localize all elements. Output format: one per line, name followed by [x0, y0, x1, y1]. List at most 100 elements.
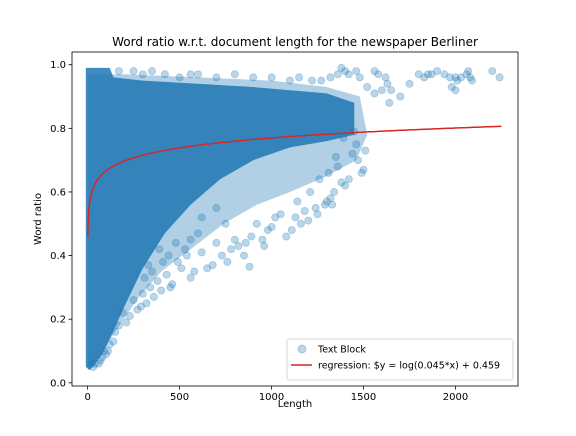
scatter-point: [181, 245, 190, 254]
regression-series: [87, 125, 502, 237]
x-tick-label: 2000: [443, 392, 468, 403]
scatter-point: [168, 280, 177, 289]
scatter-point: [166, 283, 175, 292]
scatter-point: [456, 73, 465, 82]
scatter-point: [230, 70, 239, 79]
scatter-point: [147, 67, 156, 76]
scatter-point: [352, 67, 361, 76]
scatter-point: [129, 67, 138, 76]
scatter-point: [291, 213, 300, 222]
scatter-point: [96, 356, 105, 365]
scatter-point: [387, 86, 396, 95]
scatter-point: [322, 197, 331, 206]
scatter-point: [249, 73, 258, 82]
scatter-point: [89, 362, 98, 371]
scatter-point: [133, 305, 142, 314]
scatter-point: [111, 327, 120, 336]
plot-frame: [71, 51, 519, 387]
scatter-point: [105, 340, 114, 349]
scatter-point: [405, 79, 414, 88]
y-axis-label: Word ratio: [33, 193, 44, 245]
scatter-point: [100, 346, 109, 355]
scatter-point: [267, 73, 276, 82]
scatter-point: [333, 162, 342, 171]
scatter-point: [328, 200, 337, 209]
scatter-point: [221, 219, 230, 228]
scatter-point: [186, 235, 195, 244]
scatter-point: [212, 203, 221, 212]
scatter-point: [348, 149, 357, 158]
scatter-point: [182, 251, 191, 260]
scatter-point: [186, 70, 195, 79]
scatter-point: [295, 73, 304, 82]
scatter-point: [177, 264, 186, 273]
scatter-point: [144, 261, 153, 270]
regression-line-path: [87, 125, 502, 237]
legend-label-text-block: Text Block: [317, 345, 366, 356]
y-tick-label: 0.4: [50, 251, 66, 262]
scatter-point: [287, 226, 296, 235]
scatter-point: [171, 238, 180, 247]
scatter-point: [317, 76, 326, 85]
scatter-point: [252, 219, 261, 228]
scatter-point: [153, 276, 162, 285]
scatter-series-text-block: [87, 63, 504, 371]
x-axis-label: Length: [278, 399, 313, 410]
scatter-point: [245, 262, 254, 271]
scatter-point: [326, 73, 335, 82]
scatter-point: [190, 267, 199, 276]
scatter-point: [377, 86, 386, 95]
scatter-point: [158, 257, 167, 266]
scatter-point: [383, 79, 392, 88]
legend-box: [286, 338, 514, 381]
scatter-point: [227, 245, 236, 254]
scatter-point: [149, 292, 158, 301]
scatter-point: [466, 73, 475, 82]
scatter-point: [374, 70, 383, 79]
scatter-point: [282, 232, 291, 241]
scatter-point: [495, 73, 504, 82]
scatter-point: [223, 257, 232, 266]
scatter-point: [337, 178, 346, 187]
scatter-point: [98, 353, 107, 362]
scatter-point: [162, 270, 171, 279]
scatter-point: [208, 261, 217, 270]
scatter-point: [447, 83, 456, 92]
scatter-point: [197, 248, 206, 257]
scatter-point: [114, 67, 123, 76]
legend: Text Block regression: $y = log(0.045*x)…: [286, 338, 514, 381]
scatter-point: [271, 213, 280, 222]
scatter-point: [160, 70, 169, 79]
scatter-point: [433, 67, 442, 76]
scatter-point: [306, 187, 315, 196]
scatter-point: [247, 232, 256, 241]
scatter-point: [142, 299, 151, 308]
scatter-point: [445, 73, 454, 82]
scatter-point: [258, 235, 267, 244]
scatter-point: [155, 245, 164, 254]
scatter-point: [138, 289, 147, 298]
scatter-point: [464, 67, 473, 76]
scatter-point: [146, 283, 155, 292]
scatter-point: [203, 264, 212, 273]
scatter-point: [370, 67, 379, 76]
scatter-point: [355, 73, 364, 82]
scatter-point: [285, 76, 294, 85]
legend-label-regression: regression: $y = log(0.045*x) + 0.459: [318, 361, 500, 372]
scatter-point: [122, 318, 131, 327]
x-tick-label: 1000: [259, 392, 284, 403]
scatter-point: [313, 210, 322, 219]
scatter-point: [239, 251, 248, 260]
scatter-point: [147, 267, 156, 276]
x-tick-label: 1500: [351, 392, 376, 403]
scatter-point: [109, 337, 118, 346]
scatter-point: [359, 165, 368, 174]
scatter-point: [102, 350, 111, 359]
scatter-point: [440, 70, 449, 79]
chart-title: Word ratio w.r.t. document length for th…: [112, 35, 478, 49]
scatter-point: [381, 73, 390, 82]
scatter-point: [103, 346, 112, 355]
scatter-point: [129, 296, 138, 305]
